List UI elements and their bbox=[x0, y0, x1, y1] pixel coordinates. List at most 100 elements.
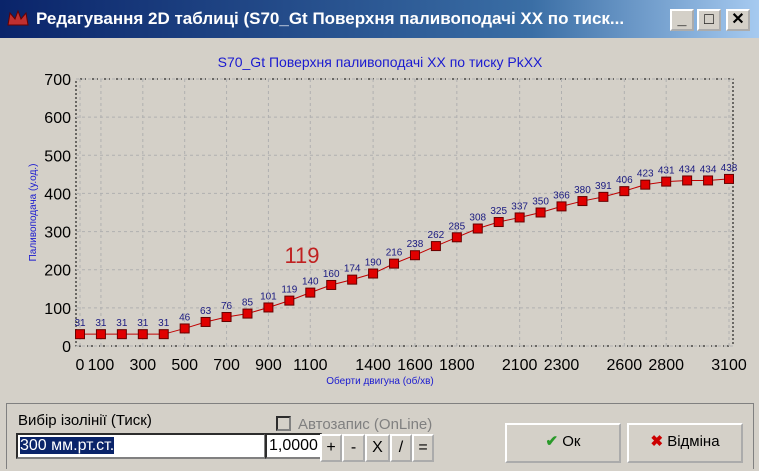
ok-label: Ок bbox=[562, 433, 581, 450]
data-point bbox=[682, 175, 693, 186]
y-tick-label: 400 bbox=[44, 186, 71, 203]
isoline-group bbox=[6, 403, 754, 469]
plot-area bbox=[75, 78, 734, 347]
data-label: 406 bbox=[616, 175, 633, 186]
factor-value: 1,0000 bbox=[269, 437, 318, 454]
data-point bbox=[75, 329, 85, 340]
autosave-checkbox[interactable] bbox=[276, 416, 291, 431]
data-point bbox=[640, 179, 651, 190]
data-label: 190 bbox=[365, 258, 382, 269]
data-point bbox=[158, 329, 169, 340]
data-point bbox=[179, 323, 190, 334]
y-tick-label: 300 bbox=[44, 225, 71, 242]
data-label: 46 bbox=[179, 312, 191, 323]
data-point bbox=[305, 287, 316, 298]
x-tick-label: 300 bbox=[129, 357, 156, 374]
operation-button[interactable]: - bbox=[342, 434, 365, 462]
data-label: 238 bbox=[407, 239, 424, 250]
data-point bbox=[368, 268, 379, 279]
chart-title: S70_Gt Поверхня паливоподачі XX по тиску… bbox=[218, 54, 543, 70]
data-label: 431 bbox=[658, 166, 675, 177]
maximize-button[interactable]: □ bbox=[697, 9, 721, 31]
data-label: 160 bbox=[323, 269, 340, 280]
x-axis-title: Оберти двигуна (об/хв) bbox=[326, 375, 434, 387]
close-button[interactable]: ✕ bbox=[726, 9, 750, 31]
y-tick-label: 200 bbox=[44, 263, 71, 280]
y-tick-label: 700 bbox=[44, 72, 71, 89]
app-icon bbox=[7, 9, 29, 26]
title-bar: Редагування 2D таблиці (S70_Gt Поверхня … bbox=[0, 0, 759, 38]
data-label: 85 bbox=[242, 298, 254, 309]
data-label: 101 bbox=[260, 291, 277, 302]
data-point bbox=[535, 207, 546, 218]
data-point bbox=[347, 274, 358, 285]
data-label: 337 bbox=[511, 201, 528, 212]
data-label: 308 bbox=[469, 213, 486, 224]
ok-button[interactable]: ✔ Ок bbox=[505, 423, 621, 463]
data-label: 174 bbox=[344, 264, 361, 275]
x-tick-label: 3100 bbox=[711, 357, 747, 374]
y-tick-label: 500 bbox=[44, 148, 71, 165]
data-label: 140 bbox=[302, 277, 319, 288]
data-label: 366 bbox=[553, 190, 570, 201]
data-point bbox=[137, 329, 148, 340]
data-point bbox=[200, 316, 211, 327]
data-point bbox=[724, 173, 734, 184]
x-tick-label: 0 bbox=[76, 357, 85, 374]
x-tick-label: 2300 bbox=[544, 357, 580, 374]
data-label: 423 bbox=[637, 169, 654, 180]
data-label: 63 bbox=[200, 306, 212, 317]
y-tick-label: 0 bbox=[62, 339, 71, 356]
y-tick-label: 600 bbox=[44, 110, 71, 127]
window-title: Редагування 2D таблиці (S70_Gt Поверхня … bbox=[36, 9, 625, 28]
minimize-button[interactable]: _ bbox=[670, 9, 694, 31]
data-point bbox=[430, 241, 441, 252]
data-label: 119 bbox=[281, 285, 297, 296]
x-tick-label: 1600 bbox=[397, 357, 433, 374]
chart: S70_Gt Поверхня паливоподачі XX по тиску… bbox=[28, 54, 747, 387]
data-label: 434 bbox=[700, 164, 717, 175]
data-point bbox=[95, 329, 106, 340]
data-label: 216 bbox=[386, 248, 403, 259]
data-label: 380 bbox=[574, 185, 591, 196]
x-tick-label: 500 bbox=[171, 357, 198, 374]
data-point bbox=[556, 201, 567, 212]
isoline-input[interactable]: 300 мм.рт.ст. bbox=[16, 433, 266, 459]
y-axis-title: Паливоподача (у.од.) bbox=[28, 164, 39, 262]
isoline-value: 300 мм.рт.ст. bbox=[20, 437, 115, 454]
data-point bbox=[284, 295, 295, 306]
x-tick-label: 100 bbox=[88, 357, 115, 374]
data-point bbox=[577, 196, 588, 207]
data-point bbox=[472, 223, 483, 234]
x-tick-label: 1100 bbox=[293, 357, 328, 374]
data-point bbox=[221, 312, 232, 323]
data-label: 31 bbox=[158, 318, 170, 329]
cancel-button[interactable]: ✖ Відміна bbox=[627, 423, 743, 463]
data-point bbox=[389, 258, 400, 269]
y-tick-label: 100 bbox=[44, 301, 71, 318]
operation-button[interactable]: = bbox=[412, 434, 434, 462]
x-tick-label: 1800 bbox=[439, 357, 475, 374]
data-point bbox=[242, 308, 253, 319]
x-tick-label: 900 bbox=[255, 357, 282, 374]
autosave-label: Автозапис (OnLine) bbox=[298, 416, 433, 433]
data-label: 438 bbox=[721, 163, 738, 174]
data-point bbox=[263, 302, 274, 313]
operation-button[interactable]: + bbox=[320, 434, 342, 462]
x-tick-label: 2800 bbox=[648, 357, 684, 374]
data-label: 31 bbox=[74, 318, 86, 329]
isoline-label: Вибір ізолінії (Тиск) bbox=[18, 412, 152, 429]
data-line bbox=[80, 178, 730, 335]
data-label: 391 bbox=[595, 181, 612, 192]
annotation: 119 bbox=[284, 243, 319, 268]
factor-input[interactable]: 1,0000 bbox=[265, 433, 322, 459]
x-tick-label: 1400 bbox=[355, 357, 391, 374]
operation-button[interactable]: / bbox=[390, 434, 412, 462]
data-label: 285 bbox=[448, 221, 465, 232]
operation-button[interactable]: X bbox=[365, 434, 390, 462]
data-point bbox=[451, 232, 462, 243]
data-point bbox=[619, 186, 630, 197]
data-label: 325 bbox=[490, 206, 507, 217]
data-point bbox=[514, 212, 525, 223]
